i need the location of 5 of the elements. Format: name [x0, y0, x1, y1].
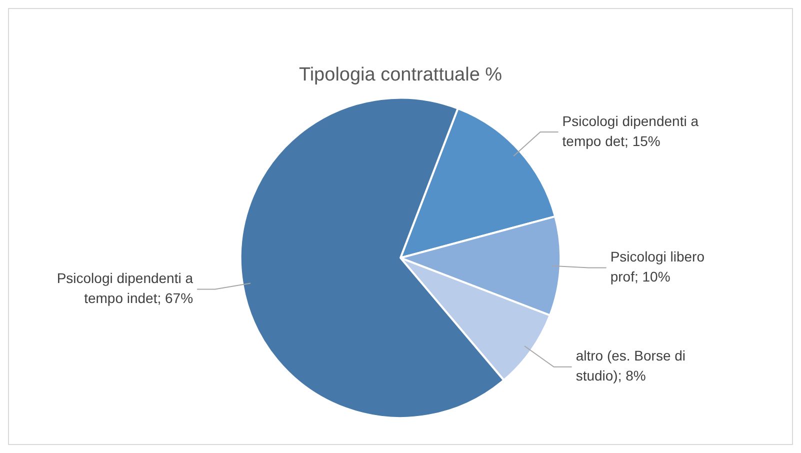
slice-label: Psicologi libero prof; 10% [610, 248, 705, 285]
chart-title: Tipologia contrattuale % [298, 64, 502, 86]
slice-label: altro (es. Borse di studio); 8% [576, 348, 686, 384]
slice-label: Psicologi dipendenti a tempo det; 15% [562, 112, 699, 149]
slice-label: Psicologi dipendenti a tempo indet; 67% [56, 270, 194, 306]
